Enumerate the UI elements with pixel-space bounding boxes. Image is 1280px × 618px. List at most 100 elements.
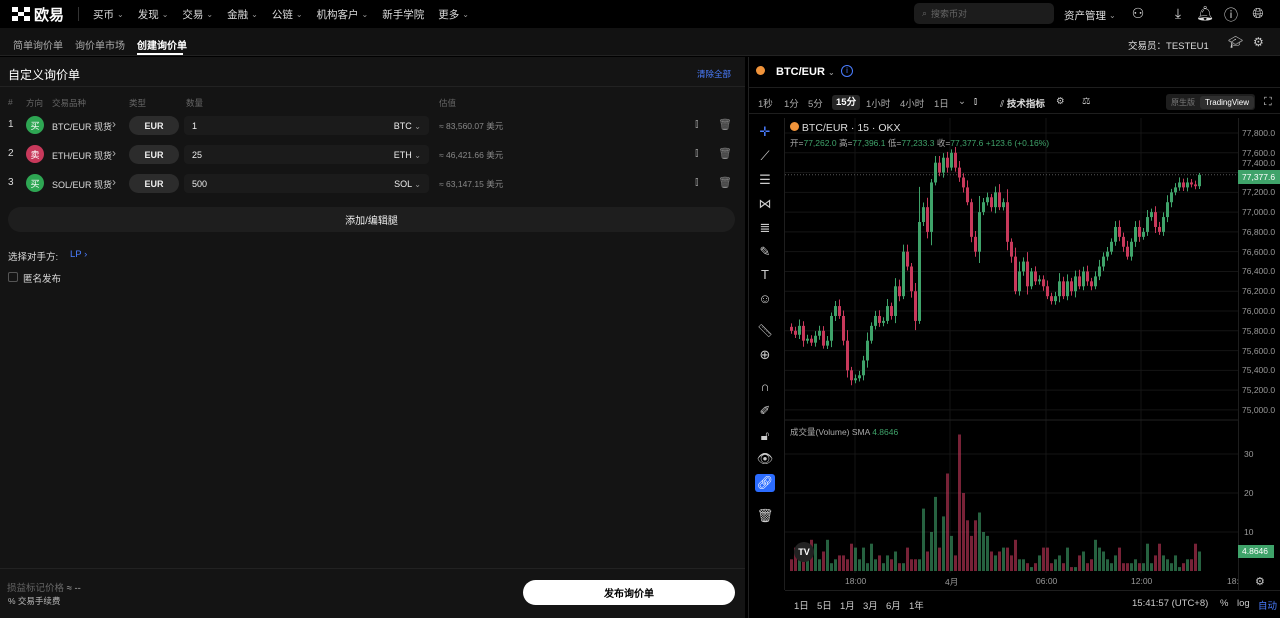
magnet-icon[interactable]: ∩ [760, 379, 770, 394]
parallel-lines-icon[interactable]: ☰ [759, 172, 771, 187]
lock-drawing-icon[interactable]: ✐ [759, 403, 771, 418]
info-icon[interactable]: i [841, 65, 853, 77]
scale-icon[interactable]: ⚖ [1082, 96, 1091, 107]
search-input[interactable]: ⌕ 搜索币对 [914, 3, 1054, 24]
log-toggle[interactable]: log [1237, 598, 1250, 609]
chevron-right-icon[interactable]: › [112, 117, 116, 131]
quantity-input[interactable]: 500 SOL ⌄ [184, 174, 429, 193]
interval-1[interactable]: 1分 [784, 96, 799, 110]
type-selector[interactable]: EUR [129, 174, 179, 193]
range-3[interactable]: 3月 [863, 601, 878, 612]
add-edit-leg-button[interactable]: 添加/编辑腿 [8, 207, 735, 232]
indicators-button[interactable]: ⫽ 技术指标 [1000, 96, 1045, 110]
trash-icon[interactable]: 🗑︎ [718, 177, 732, 189]
link-icon[interactable]: 🔗︎ [755, 474, 775, 492]
symbol-selector[interactable]: BTC/EUR ⌄ [776, 66, 835, 78]
type-selector[interactable]: EUR [129, 116, 179, 135]
bell-icon[interactable]: 🔔︎ [1196, 5, 1214, 21]
nav-item[interactable]: 公链 ⌄ [272, 7, 303, 22]
unit-selector[interactable]: SOL ⌄ [394, 179, 421, 189]
chevron-right-icon[interactable]: › [112, 175, 116, 189]
unit-selector[interactable]: BTC ⌄ [394, 121, 421, 131]
fullscreen-icon[interactable]: ⛶ [1264, 96, 1272, 108]
interval-5[interactable]: 4小时 [900, 96, 924, 110]
adjust-icon[interactable]: ⫾ [695, 118, 699, 130]
candle-body [790, 326, 793, 331]
clear-all-button[interactable]: 清除全部 [697, 69, 732, 79]
adjust-icon[interactable]: ⫾ [695, 147, 699, 159]
candlestick-chart[interactable] [750, 118, 1238, 573]
side-badge[interactable]: 买 [26, 174, 44, 192]
user-icon[interactable]: ⚇ [1131, 5, 1145, 21]
help-icon[interactable]: ⓘ [1224, 7, 1238, 23]
range-0[interactable]: 1日 [794, 601, 809, 612]
download-icon[interactable]: ⤓ [1174, 5, 1182, 21]
range-1[interactable]: 5日 [817, 601, 832, 612]
tab-create-rfq[interactable]: 创建询价单 [137, 41, 187, 52]
nav-item[interactable]: 更多 ⌄ [438, 7, 469, 22]
side-badge[interactable]: 卖 [26, 145, 44, 163]
quantity-input[interactable]: 25 ETH ⌄ [184, 145, 429, 164]
trend-line-icon[interactable]: ⟋ [760, 148, 770, 163]
logo[interactable]: 欧易 [12, 4, 64, 25]
eye-icon[interactable]: 👁︎ [756, 451, 774, 466]
text-icon[interactable]: T [761, 267, 769, 282]
chart-settings-icon[interactable]: ⚙ [1056, 96, 1065, 107]
trash-icon[interactable]: 🗑︎ [718, 148, 732, 160]
interval-2[interactable]: 5分 [808, 96, 823, 110]
tradingview-logo-icon[interactable]: TV [794, 542, 814, 562]
chevron-right-icon[interactable]: › [112, 146, 116, 160]
mode-tradingview[interactable]: TradingView [1200, 95, 1255, 109]
nav-item[interactable]: 买币 ⌄ [93, 7, 124, 22]
candle-type-icon[interactable]: ⫾ [974, 96, 978, 107]
range-5[interactable]: 1年 [909, 601, 924, 612]
tab-rfq-market[interactable]: 询价单市场 [75, 41, 125, 52]
publish-rfq-button[interactable]: 发布询价单 [523, 580, 735, 605]
volume-bar [1086, 563, 1089, 571]
lock-icon[interactable]: 🔓︎ [760, 428, 770, 443]
nav-item[interactable]: 金融 ⌄ [227, 7, 258, 22]
percent-toggle[interactable]: % [1220, 598, 1229, 609]
interval-6[interactable]: 1日 [934, 96, 949, 110]
crosshair-icon[interactable]: ✛ [759, 124, 771, 139]
trash-icon[interactable]: 🗑︎ [756, 508, 774, 523]
auto-toggle[interactable]: 自动 [1258, 601, 1278, 612]
range-4[interactable]: 6月 [886, 601, 901, 612]
fee-label[interactable]: % 交易手续费 [8, 596, 61, 606]
clock[interactable]: 15:41:57 (UTC+8) [1132, 598, 1209, 609]
brush-icon[interactable]: ✎ [759, 244, 771, 259]
quantity-input[interactable]: 1 BTC ⌄ [184, 116, 429, 135]
tab-simple-rfq[interactable]: 简单询价单 [13, 41, 63, 52]
interval-4[interactable]: 1小时 [866, 96, 890, 110]
chevron-down-icon[interactable]: ⌄ [958, 96, 966, 107]
graduation-cap-icon[interactable]: 🎓︎ [1228, 35, 1244, 49]
trash-icon[interactable]: 🗑︎ [718, 119, 732, 131]
nav-item[interactable]: 发现 ⌄ [138, 7, 169, 22]
nav-item[interactable]: 交易 ⌄ [182, 7, 213, 22]
volume-bar [1150, 563, 1153, 571]
pnl-label: 损益标记价格 [7, 583, 65, 594]
nav-item[interactable]: 机构客户 ⌄ [317, 7, 369, 22]
ruler-icon[interactable]: 📏︎ [756, 323, 774, 338]
fib-icon[interactable]: ≣ [759, 220, 771, 235]
pattern-icon[interactable]: ⋈ [758, 196, 772, 211]
mode-native[interactable]: 原生版 [1171, 97, 1195, 107]
candle-body [1094, 276, 1097, 287]
emoji-icon[interactable]: ☺ [758, 291, 772, 306]
zoom-in-icon[interactable]: ⊕ [759, 347, 771, 362]
adjust-icon[interactable]: ⫾ [695, 176, 699, 188]
side-badge[interactable]: 买 [26, 116, 44, 134]
gear-icon[interactable]: ⚙ [1253, 35, 1264, 49]
chart-mode-toggle[interactable]: 原生版 TradingView [1166, 94, 1255, 110]
globe-icon[interactable]: 🌐︎ [1252, 5, 1264, 21]
anonymous-checkbox[interactable] [8, 272, 18, 282]
counterparty-select[interactable]: LP › [70, 249, 87, 260]
interval-3[interactable]: 15分 [832, 94, 861, 110]
nav-item[interactable]: 新手学院 [382, 7, 424, 22]
interval-0[interactable]: 1秒 [758, 96, 773, 110]
axis-settings-icon[interactable]: ⚙ [1255, 576, 1265, 588]
type-selector[interactable]: EUR [129, 145, 179, 164]
assets-menu[interactable]: 资产管理 ⌄ [1064, 8, 1116, 23]
range-2[interactable]: 1月 [840, 601, 855, 612]
unit-selector[interactable]: ETH ⌄ [394, 150, 421, 160]
